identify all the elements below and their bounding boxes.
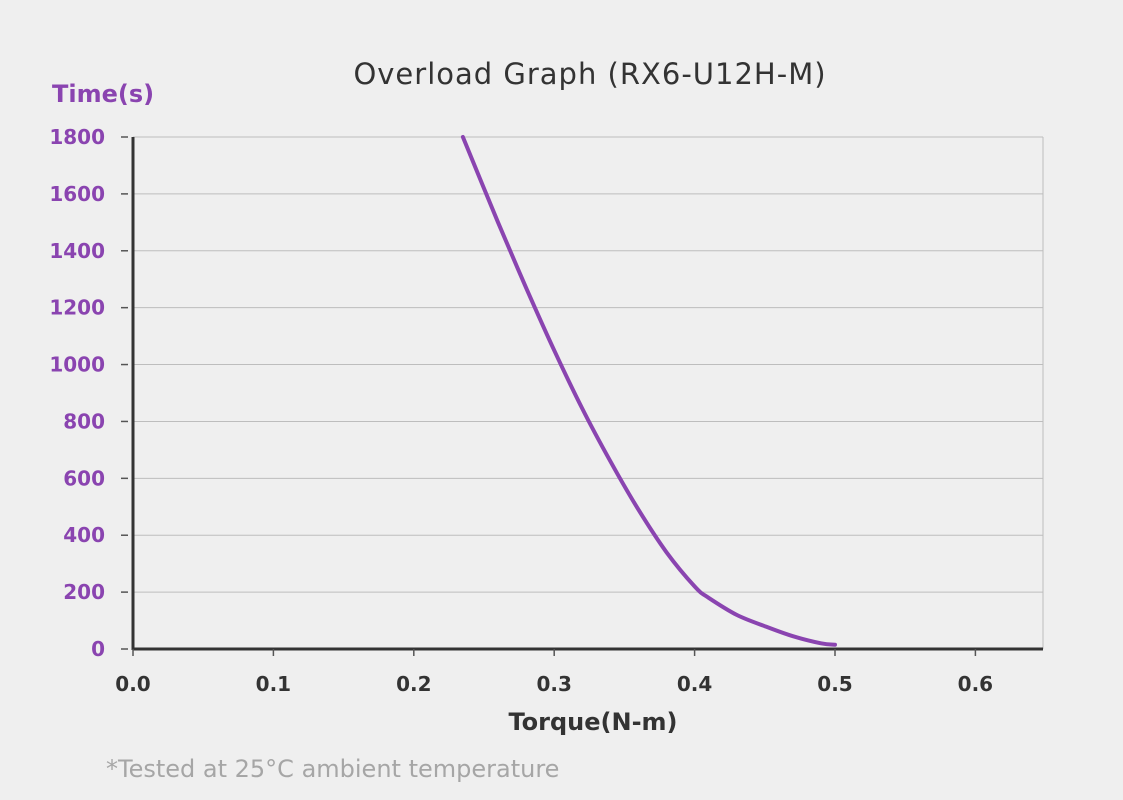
x-tick-label-0.2: 0.2 (396, 672, 431, 696)
series-line-overload (460, 135, 837, 647)
y-tick-label-1800: 1800 (49, 125, 105, 149)
y-tick-label-0: 0 (91, 637, 105, 661)
y-tick-label-600: 600 (63, 466, 105, 490)
y-tick-label-800: 800 (63, 409, 105, 433)
x-tick-label-0.1: 0.1 (256, 672, 291, 696)
x-tick-label-0.0: 0.0 (115, 672, 150, 696)
y-tick-label-1600: 1600 (49, 182, 105, 206)
footnote: *Tested at 25°C ambient temperature (106, 755, 559, 783)
x-tick-label-0.3: 0.3 (536, 672, 571, 696)
y-tick-label-400: 400 (63, 523, 105, 547)
x-tick-label-0.6: 0.6 (958, 672, 993, 696)
x-tick-label-0.4: 0.4 (677, 672, 712, 696)
tick-labels: 0 200 400 600 800 1000 1200 1400 1600 1800 0.0 0.1 0… (49, 125, 993, 696)
chart-title: Overload Graph (RX6-U12H-M) (353, 57, 826, 91)
y-tick-label-1400: 1400 (49, 239, 105, 263)
y-tick-label-1200: 1200 (49, 296, 105, 320)
y-tick-label-1000: 1000 (49, 353, 105, 377)
axes (131, 137, 1043, 651)
grid (133, 136, 1044, 649)
x-tick-label-0.5: 0.5 (817, 672, 852, 696)
x-axis-label: Torque(N-m) (508, 708, 677, 736)
y-tick-label-200: 200 (63, 580, 105, 604)
y-axis-label: Time(s) (52, 80, 154, 108)
